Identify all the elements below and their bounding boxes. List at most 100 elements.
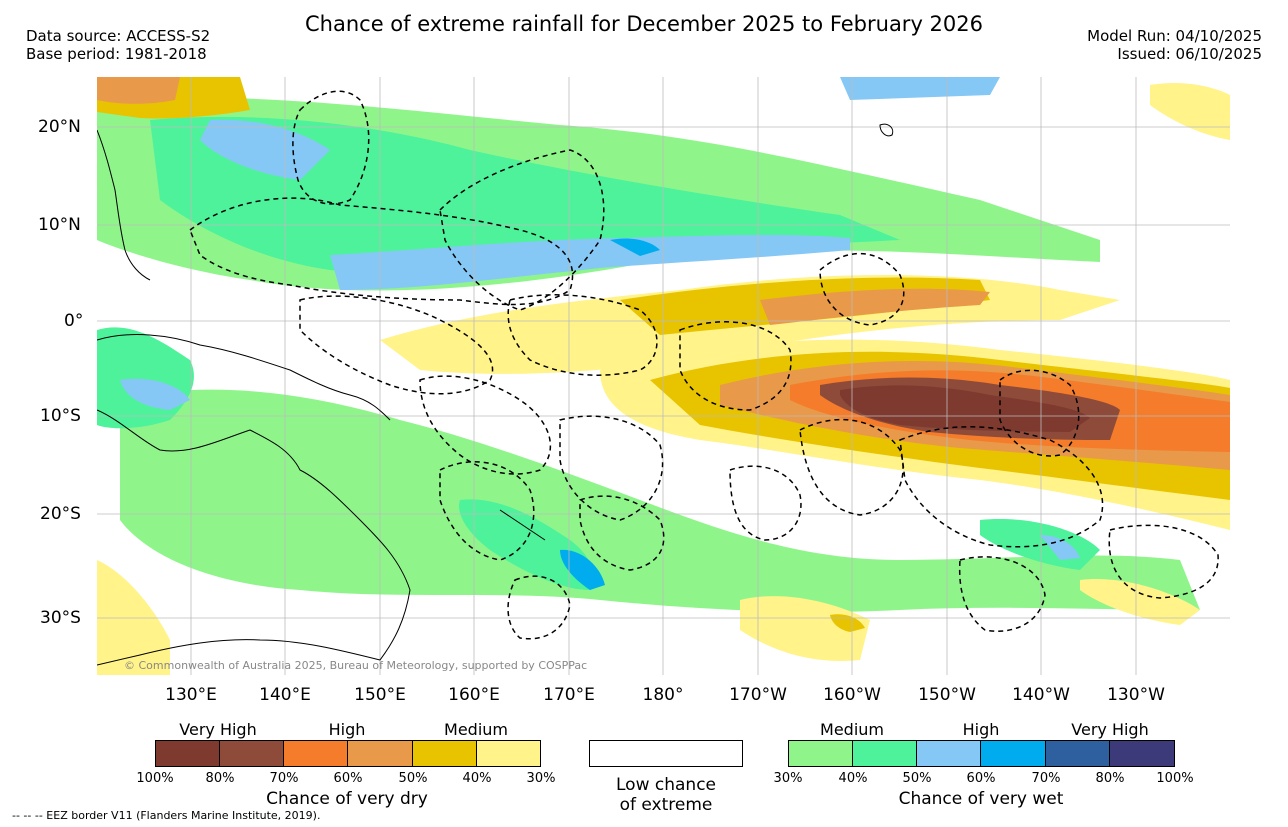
dry-tick-100: 100% [136, 771, 174, 786]
wet-tick-70: 70% [1031, 771, 1061, 786]
base-period-text: Base period: 1981-2018 [26, 45, 207, 63]
australia-coast [97, 409, 411, 666]
wet-50-north-band [330, 234, 850, 290]
low-chance-line1: Low chance [616, 775, 716, 795]
wet-tick-100: 100% [1156, 771, 1194, 786]
lat-label-0: 0° [64, 311, 84, 331]
lon-label-140e: 140°E [259, 685, 311, 705]
dry-tick-50: 50% [398, 771, 428, 786]
dry-tick-70: 70% [269, 771, 299, 786]
lon-label-160e: 160°E [448, 685, 500, 705]
wet-category-high: High [962, 720, 1000, 739]
dry-color-100-80 [155, 740, 220, 767]
lat-label-10n: 10°N [38, 215, 81, 235]
lat-label-30s: 30°S [40, 608, 81, 628]
wet-50-south-east [1040, 535, 1080, 560]
issued-text: Issued: 06/10/2025 [1117, 45, 1262, 63]
chart-title: Chance of extreme rainfall for December … [305, 12, 983, 36]
dry-tick-30: 30% [526, 771, 556, 786]
dry-30-south-east [1080, 579, 1200, 625]
wet-tick-50: 50% [902, 771, 932, 786]
dry-category-medium: Medium [444, 720, 508, 739]
dry-color-40-30 [477, 740, 541, 767]
dry-30-south-west [97, 560, 170, 675]
wet-category-medium: Medium [820, 720, 884, 739]
dry-category-high: High [328, 720, 366, 739]
eez-guam [292, 90, 370, 205]
dry-color-80-70 [220, 740, 284, 767]
lat-label-10s: 10°S [40, 406, 81, 426]
dry-legend-title: Chance of very dry [266, 789, 428, 809]
wet-tick-30: 30% [773, 771, 803, 786]
dry-color-60-50 [348, 740, 413, 767]
wet-50-north-west [200, 119, 330, 180]
low-chance-label: Low chance of extreme [616, 775, 716, 815]
map-shading [97, 77, 1230, 675]
lon-label-170e: 170°E [543, 685, 595, 705]
wet-color-40-50 [853, 740, 917, 767]
eez-kiribati-line [819, 252, 905, 326]
new-guinea-coast [97, 334, 391, 421]
wet-60-north [610, 238, 660, 256]
dry-color-70-60 [284, 740, 348, 767]
eez-fiji [579, 495, 665, 571]
new-caledonia-coast [499, 509, 546, 541]
lon-label-140w: 140°W [1012, 685, 1070, 705]
eez-vanuatu [439, 461, 535, 561]
wet-color-50-60 [917, 740, 981, 767]
wet-tick-40: 40% [838, 771, 868, 786]
eez-cook-islands [799, 418, 904, 516]
wet-color-30-40 [788, 740, 853, 767]
model-run-text: Model Run: 04/10/2025 [1087, 27, 1262, 45]
coastlines [97, 123, 894, 666]
graticule [97, 77, 1230, 675]
model-run-info: Model Run: 04/10/2025 Issued: 06/10/2025 [1087, 27, 1262, 63]
eez-austral [958, 556, 1046, 632]
dry-50-equatorial [760, 288, 990, 325]
eez-footnote: -- -- -- EEZ border V11 (Flanders Marine… [12, 809, 321, 822]
dry-80-south [840, 385, 1090, 432]
lat-label-20n: 20°N [38, 117, 81, 137]
wet-color-60-70 [981, 740, 1046, 767]
dry-30-south-central [740, 596, 870, 661]
lat-label-20s: 20°S [40, 504, 81, 524]
dry-colorbar [155, 740, 541, 767]
wet-category-very-high: Very High [1071, 720, 1149, 739]
philippines-coast [97, 129, 151, 281]
wet-60-south-west [560, 549, 605, 590]
wet-tick-60: 60% [966, 771, 996, 786]
dry-tick-40: 40% [462, 771, 492, 786]
dry-60-north-west [97, 77, 180, 104]
lon-label-130w: 130°W [1107, 685, 1165, 705]
lon-label-150w: 150°W [918, 685, 976, 705]
data-source-text: Data source: ACCESS-S2 [26, 27, 211, 45]
dry-40-south-central [830, 614, 865, 632]
wet-legend-title: Chance of very wet [898, 789, 1064, 809]
hawaii-coast [879, 123, 894, 137]
eez-kiribati-phoenix [679, 321, 792, 411]
eez-png [299, 295, 494, 395]
dry-tick-60: 60% [333, 771, 363, 786]
dry-tick-80: 80% [205, 771, 235, 786]
lon-label-180: 180° [642, 685, 684, 705]
low-chance-swatch [589, 740, 743, 767]
wet-50-png [120, 378, 190, 410]
wet-tick-80: 80% [1095, 771, 1125, 786]
wet-50-north-east [840, 77, 1000, 100]
rainfall-map [97, 77, 1230, 675]
lon-label-160w: 160°W [823, 685, 881, 705]
eez-borders [189, 90, 1219, 640]
dry-30-north-east [1150, 83, 1230, 140]
lon-label-150e: 150°E [354, 685, 406, 705]
eez-micronesia [189, 197, 574, 306]
eez-solomon-islands [419, 375, 551, 475]
eez-norfolk [507, 575, 571, 640]
dry-color-50-40 [413, 740, 477, 767]
low-chance-line2: of extreme [619, 795, 713, 815]
lon-label-170w: 170°W [729, 685, 787, 705]
eez-marquesas [999, 369, 1080, 457]
copyright-notice: © Commonwealth of Australia 2025, Bureau… [124, 659, 588, 672]
wet-40-south-west [459, 499, 594, 590]
wet-medium-south [120, 389, 1200, 612]
data-source-info: Data source: ACCESS-S2 Base period: 1981… [26, 27, 210, 63]
